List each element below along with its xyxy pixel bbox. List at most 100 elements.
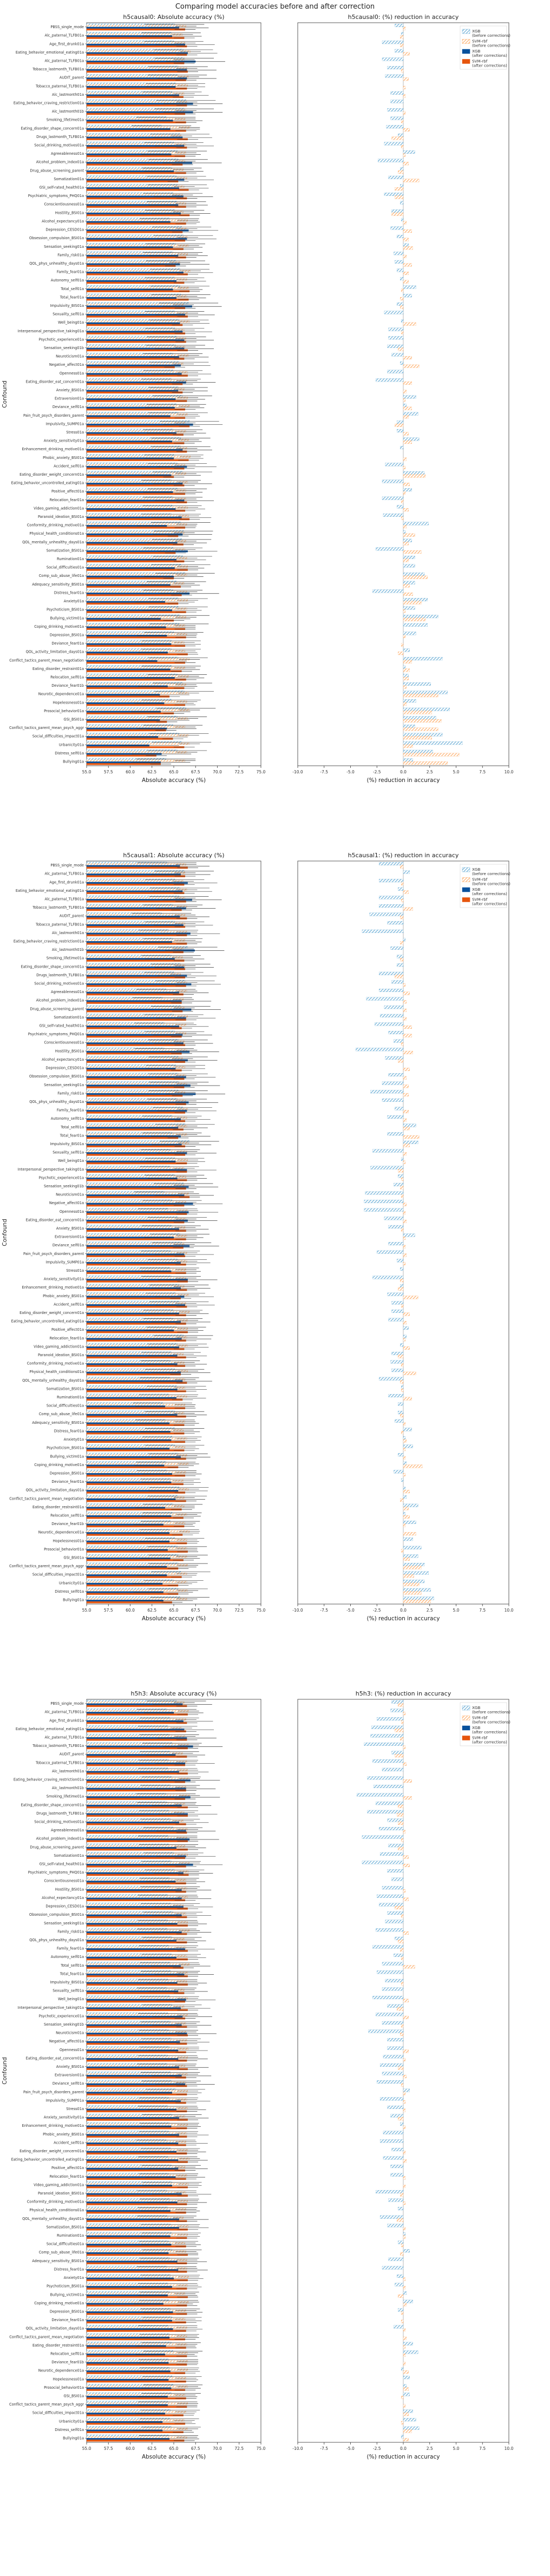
bar — [403, 635, 406, 638]
bar — [86, 2363, 187, 2366]
y-tick-label: Somatization01a — [54, 1015, 84, 1020]
bar — [86, 126, 190, 129]
y-tick-label: Enhancement_drinking_motive01a — [22, 2124, 84, 2128]
x-tick-label: 72.5 — [234, 770, 244, 774]
y-tick-label: Somatization01a — [54, 177, 84, 181]
bar — [86, 968, 186, 970]
y-tick-label: Deviance_fear01a — [51, 641, 84, 646]
y-tick-label: Impulsivity_BIS01a — [50, 1142, 84, 1146]
bar — [86, 1505, 185, 1507]
bar — [403, 648, 410, 652]
bar — [86, 2149, 188, 2151]
bar — [86, 506, 188, 509]
bar — [86, 2304, 187, 2306]
bar — [403, 1588, 431, 1592]
bar — [403, 2232, 406, 2236]
bar — [86, 1213, 187, 1215]
bar — [86, 464, 186, 466]
x-tick-label: 7.5 — [479, 1608, 486, 1613]
bar — [86, 400, 187, 402]
bar — [86, 1162, 187, 1165]
bar — [86, 2428, 188, 2430]
bar — [86, 1167, 185, 1169]
bar — [86, 1941, 187, 1944]
bar — [403, 2226, 406, 2230]
bar — [401, 319, 404, 323]
legend-swatch — [462, 1716, 470, 1720]
y-tick-label: PBSS_single_mode — [50, 863, 84, 868]
x-tick-label: 0.0 — [400, 770, 407, 774]
y-tick-label: AUDIT_parent — [60, 1752, 84, 1757]
bar — [403, 1503, 418, 1507]
bar — [398, 1287, 404, 1291]
bar — [86, 909, 182, 911]
bar — [86, 1891, 186, 1893]
bar — [86, 1246, 184, 1249]
bar — [403, 530, 406, 534]
bar — [376, 378, 404, 382]
x-tick-label: 57.5 — [104, 2446, 113, 2451]
y-tick-label: Alc_lastmonth01a — [52, 93, 84, 97]
bar — [387, 66, 404, 69]
bar — [391, 1700, 404, 1704]
y-tick-label: Eating_behavior_craving_restriction01a — [14, 101, 84, 106]
bar — [401, 1388, 404, 1392]
y-tick-label: Smoking_lifetime01a — [47, 118, 84, 122]
bar — [403, 623, 428, 627]
bar — [86, 2119, 188, 2121]
bar — [86, 956, 183, 958]
y-tick-label: Sexuality_self01a — [53, 1989, 84, 1993]
y-tick-label: Eating_behavior_uncontrolled_eating01a — [11, 481, 84, 485]
y-axis-label: Confound — [2, 2057, 8, 2085]
bar — [86, 1269, 186, 1271]
bar — [390, 226, 404, 230]
bar — [403, 691, 448, 694]
bar — [387, 108, 404, 111]
bar — [403, 381, 412, 385]
bar — [403, 2303, 407, 2306]
bar — [86, 540, 186, 542]
bar — [86, 2051, 186, 2053]
bar — [398, 1453, 404, 1457]
y-tick-label: AUDIT_parent — [60, 76, 84, 80]
bar — [86, 1204, 185, 1207]
bar — [403, 2362, 406, 2365]
y-tick-label: Neurotic_dependence01a — [38, 1530, 84, 1535]
y-tick-label: Eating_disorder_restraint01a — [32, 1505, 84, 1509]
bar — [403, 1034, 412, 1037]
bar — [86, 104, 187, 107]
bar — [403, 1245, 406, 1248]
y-tick-label: Eating_behavior_emotional_eating01a — [16, 889, 84, 893]
bar — [86, 2292, 186, 2295]
bar — [403, 2438, 409, 2441]
bar — [86, 1348, 185, 1350]
x-tick-label: 62.5 — [147, 770, 156, 774]
bar — [86, 1929, 190, 1932]
bar — [86, 25, 186, 27]
bar — [86, 2098, 187, 2101]
bar — [86, 934, 187, 937]
bar — [86, 1120, 186, 1122]
bar — [86, 875, 186, 877]
bar — [86, 1049, 187, 1052]
bar — [86, 2380, 186, 2383]
bar — [86, 636, 186, 639]
bar — [86, 2440, 185, 2442]
bar — [86, 312, 188, 314]
bar — [86, 1589, 188, 1592]
bar — [86, 985, 186, 987]
bar — [86, 2042, 187, 2045]
y-tick-label: Neurotic_dependence01a — [38, 2369, 84, 2373]
bar — [86, 1913, 186, 1915]
y-tick-label: Alc_paternal_TLFB01a — [44, 59, 84, 63]
bar — [86, 1803, 186, 1805]
y-tick-label: Age_first_drunk01a — [49, 42, 84, 46]
bar — [86, 2276, 189, 2278]
bar — [403, 2235, 406, 2239]
y-tick-label: Prosocial_behavior01a — [44, 709, 84, 713]
bar — [86, 1815, 188, 1817]
bar — [86, 155, 186, 157]
bar — [86, 729, 166, 732]
bar — [403, 564, 415, 568]
bar — [86, 1151, 187, 1153]
